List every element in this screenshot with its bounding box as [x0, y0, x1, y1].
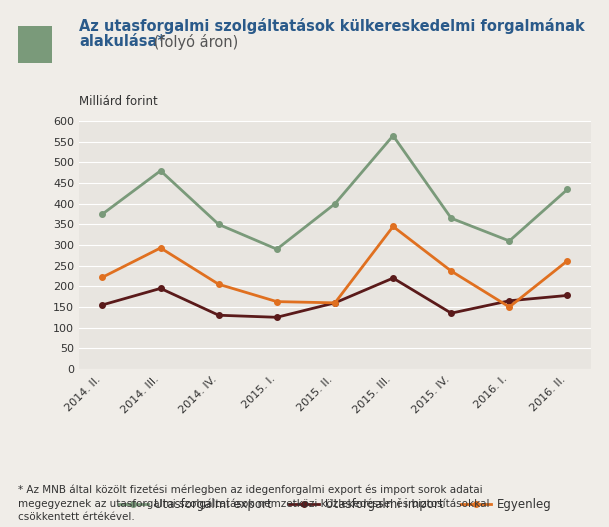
- Text: Milliárd forint: Milliárd forint: [79, 95, 158, 108]
- Text: (folyó áron): (folyó áron): [149, 34, 239, 50]
- Text: alakulása*: alakulása*: [79, 34, 165, 49]
- Legend: Utasforgalmi export, Utasforgalmi import, Egyenleg: Utasforgalmi export, Utasforgalmi import…: [114, 494, 556, 516]
- Text: * Az MNB által közölt fizetési mérlegben az idegenforgalmi export és import soro: * Az MNB által közölt fizetési mérlegben…: [18, 485, 490, 522]
- Text: Az utasforgalmi szolgáltatások külkereskedelmi forgalmának: Az utasforgalmi szolgáltatások külkeresk…: [79, 18, 585, 34]
